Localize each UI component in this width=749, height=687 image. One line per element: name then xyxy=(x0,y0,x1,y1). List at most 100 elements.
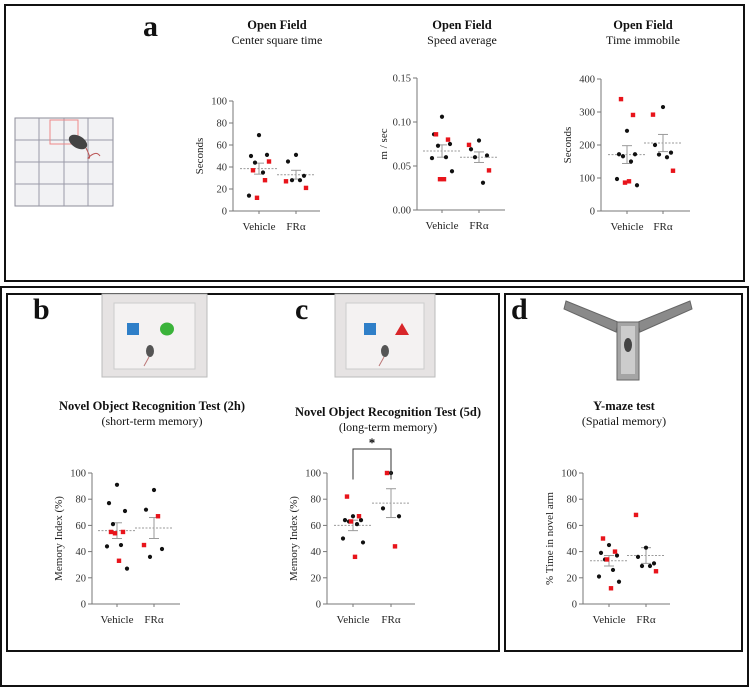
x-tick-label: FRα xyxy=(286,221,305,233)
y-axis-label: Memory Index (%) xyxy=(288,496,300,581)
data-point-red xyxy=(604,557,610,562)
data-point-black xyxy=(285,159,291,164)
panel-bc-frame xyxy=(6,293,500,652)
data-point-black xyxy=(104,544,110,549)
y-tick-label: 0.15 xyxy=(393,74,411,85)
mouse-icon xyxy=(381,345,389,357)
data-point-black xyxy=(264,152,270,157)
significance-bracket xyxy=(352,448,392,480)
y-axis-label: m / sec xyxy=(378,128,390,159)
data-point-black xyxy=(614,176,620,182)
data-point-red xyxy=(344,494,350,499)
y-tick-label: 20 xyxy=(76,573,87,584)
square-object-icon xyxy=(127,323,139,335)
data-point-black xyxy=(143,507,149,512)
chart-subtitle: Time immobile xyxy=(606,33,680,47)
circle-object-icon xyxy=(160,322,174,336)
data-point-red xyxy=(441,177,447,182)
data-point-black xyxy=(380,506,386,511)
chart-b: 0 20 40 60 80 100 Memory Index (%) Vehicle FRα xyxy=(53,469,180,626)
data-point-black xyxy=(656,152,662,157)
data-point-black xyxy=(340,536,346,541)
panel-letter-a: a xyxy=(143,10,158,43)
y-tick-label: 0.00 xyxy=(393,206,411,217)
data-point-black xyxy=(114,482,120,487)
y-tick-label: 400 xyxy=(579,75,595,86)
panel-letter-d: d xyxy=(511,293,528,326)
data-point-black xyxy=(443,155,449,160)
data-point-black xyxy=(354,521,360,527)
data-point-black xyxy=(647,563,653,569)
data-point-black xyxy=(664,155,670,160)
y-tick-label: 80 xyxy=(76,495,87,506)
data-point-red xyxy=(392,544,398,549)
data-point-black xyxy=(435,143,441,148)
data-point-black xyxy=(289,178,295,183)
data-point-red xyxy=(650,112,656,117)
data-point-red xyxy=(608,586,614,591)
chart-a3: 0 100 200 300 400 Seconds Vehicle FRα xyxy=(562,75,690,233)
chart-a3-title-block: Open Field Time immobile xyxy=(533,18,749,48)
chart-c-title-block: Novel Object Recognition Test (5d) (long-… xyxy=(278,405,498,435)
data-point-red xyxy=(303,185,309,191)
data-point-black xyxy=(472,155,478,160)
y-tick-label: 40 xyxy=(567,547,578,558)
significance-star: * xyxy=(369,435,376,450)
x-tick-label: FRα xyxy=(636,614,655,626)
data-point-black xyxy=(652,142,658,148)
chart-subtitle: (short-term memory) xyxy=(101,414,203,428)
data-point-red xyxy=(633,512,639,518)
data-point-red xyxy=(116,558,122,563)
data-point-red xyxy=(612,549,618,554)
data-point-red xyxy=(348,519,354,524)
data-point-red xyxy=(250,168,256,173)
y-tick-label: 0.10 xyxy=(393,118,411,129)
data-point-red xyxy=(626,179,632,184)
y-tick-label: 100 xyxy=(579,174,595,185)
data-point-black xyxy=(360,540,366,545)
data-point-red xyxy=(433,132,439,137)
chart-c: 0 20 40 60 80 100 Memory Index (%) Vehicle FRα * xyxy=(288,435,415,626)
data-point-red xyxy=(653,569,659,574)
data-point-black xyxy=(151,487,157,493)
data-point-black xyxy=(301,173,307,178)
chart-d: 0 20 40 60 80 100 % Time in novel arm Vehicle FR… xyxy=(544,469,670,626)
panel-d-frame xyxy=(504,293,743,652)
data-point-black xyxy=(598,550,604,556)
data-point-red xyxy=(266,159,272,164)
data-point-black xyxy=(660,104,666,110)
chart-subtitle: Speed average xyxy=(427,33,497,47)
data-point-black xyxy=(396,514,402,519)
x-tick-label: FRα xyxy=(144,614,163,626)
chart-a2-title-block: Open Field Speed average xyxy=(352,18,572,48)
data-point-black xyxy=(429,155,435,161)
data-point-black xyxy=(256,133,262,138)
data-point-black xyxy=(476,138,482,143)
data-point-red xyxy=(262,178,268,183)
data-point-black xyxy=(620,154,626,159)
data-point-black xyxy=(668,150,674,155)
data-point-black xyxy=(118,542,124,548)
x-tick-label: FRα xyxy=(469,220,488,232)
mouse-icon xyxy=(68,134,88,150)
data-point-red xyxy=(283,179,289,184)
chart-title: Novel Object Recognition Test (5d) xyxy=(294,405,482,419)
data-point-black xyxy=(614,553,620,558)
y-tick-label: 300 xyxy=(579,108,595,119)
data-point-red xyxy=(141,542,147,548)
data-point-black xyxy=(596,574,602,579)
y-tick-label: 100 xyxy=(70,469,86,480)
data-point-black xyxy=(110,521,116,527)
data-point-black xyxy=(342,518,348,523)
chart-title: Open Field xyxy=(432,18,492,32)
x-tick-label: FRα xyxy=(653,221,672,233)
novel-object-arena-2h-illustration xyxy=(101,293,208,378)
data-point-black xyxy=(447,141,453,147)
data-point-black xyxy=(449,169,455,174)
chart-a2: 0.00 0.05 0.10 0.15 m / sec Vehicle FRα xyxy=(378,74,505,232)
chart-title: Y-maze test xyxy=(593,399,655,413)
y-tick-label: 80 xyxy=(311,495,322,506)
square-object-icon xyxy=(364,323,376,335)
